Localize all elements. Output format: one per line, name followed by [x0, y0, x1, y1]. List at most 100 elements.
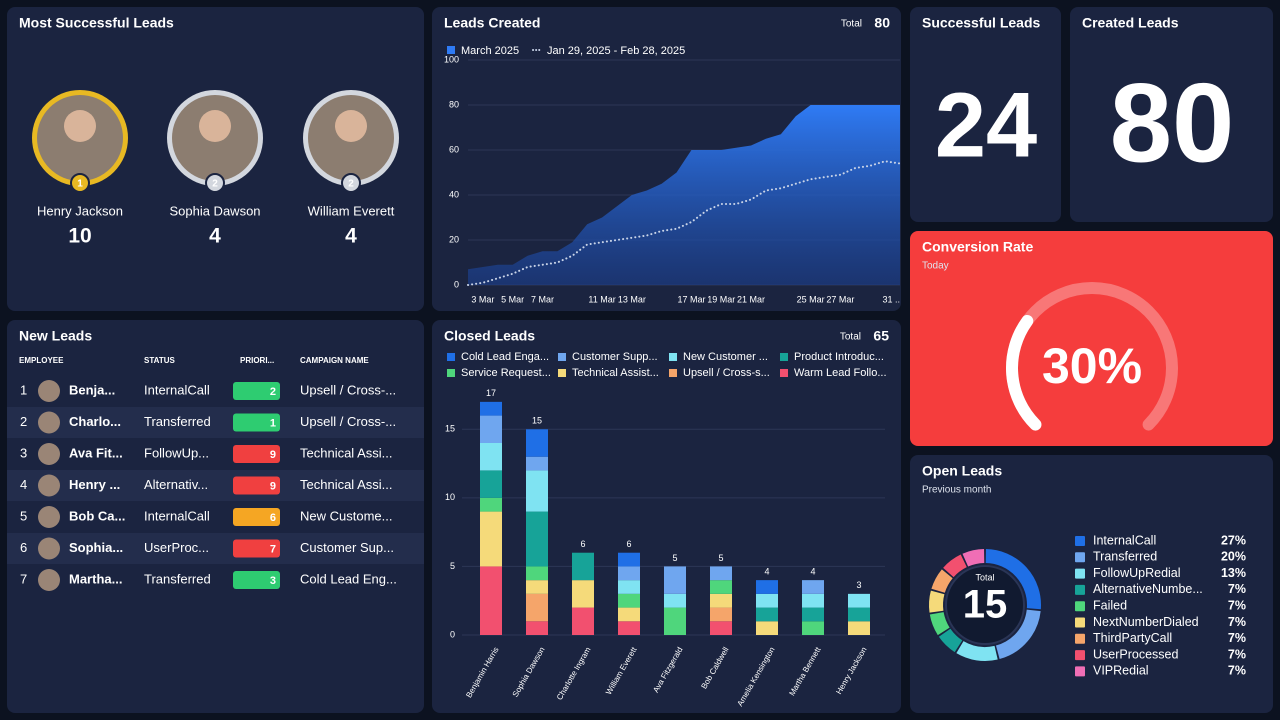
legend-swatch — [1075, 617, 1085, 628]
bar-segment — [526, 429, 548, 457]
avatar-head — [199, 110, 231, 142]
priority: 2 — [270, 386, 276, 398]
campaign-name: Upsell / Cross-... — [300, 382, 396, 397]
donut-segment — [929, 590, 945, 613]
legend-swatch — [1075, 536, 1085, 546]
legend-label: FollowUpRedial — [1093, 566, 1181, 580]
panel-title: New Leads — [19, 328, 92, 344]
bar-segment — [480, 566, 502, 635]
bar-segment — [710, 580, 732, 594]
x-tick-label: 7 Mar — [531, 294, 554, 304]
panel — [1070, 7, 1273, 222]
row-number: 6 — [20, 540, 27, 555]
column-header: CAMPAIGN NAME — [300, 356, 369, 365]
legend-label: UserProcessed — [1093, 647, 1178, 661]
legend-swatch — [780, 353, 788, 361]
legend-swatch — [1075, 601, 1085, 612]
status: FollowUp... — [144, 445, 209, 460]
legend-swatch — [1075, 568, 1085, 579]
panel-title: Closed Leads — [444, 328, 535, 344]
bar-segment — [848, 593, 870, 608]
kpi-value: 80 — [1110, 61, 1235, 186]
bar-segment — [526, 593, 548, 622]
employee-name: Ava Fit... — [69, 445, 123, 460]
avatar — [38, 411, 60, 434]
status: Transferred — [144, 571, 211, 586]
y-tick-label: 0 — [450, 629, 455, 639]
avatar — [38, 380, 60, 402]
legend-value: 27% — [1221, 533, 1246, 547]
y-tick-label: 0 — [454, 279, 459, 289]
row-stripe — [7, 407, 424, 438]
donut-segment — [943, 554, 968, 578]
legend-swatch — [447, 369, 455, 377]
person-count: 10 — [68, 225, 91, 248]
line — [467, 160, 901, 286]
donut-total: 15 — [963, 583, 1008, 627]
rank-badge — [70, 173, 90, 193]
y-tick-label: 80 — [449, 99, 459, 109]
status: Alternativ... — [144, 477, 208, 492]
employee-name: Charlo... — [69, 414, 121, 429]
area — [468, 105, 900, 285]
legend-label: VIPRedial — [1093, 664, 1149, 678]
person-name: William Everett — [308, 203, 395, 218]
person-name: Henry Jackson — [37, 203, 123, 218]
bar-segment — [848, 607, 870, 622]
x-tick-label: 27 Mar — [826, 294, 854, 304]
total-label: Total — [841, 19, 862, 30]
bar-segment — [756, 621, 778, 635]
bar-segment — [480, 470, 502, 498]
bar-segment — [572, 552, 594, 581]
x-tick-label: 25 Mar — [797, 294, 825, 304]
bar-segment — [802, 580, 824, 594]
bar-total: 17 — [486, 388, 496, 398]
legend-swatch — [447, 46, 455, 54]
priority-badge — [233, 382, 280, 400]
row-number: 4 — [20, 477, 27, 492]
row-number: 1 — [20, 382, 27, 397]
bar-segment — [480, 401, 502, 416]
donut-segment — [985, 549, 1041, 610]
panel-title: Leads Created — [444, 15, 540, 31]
donut-inner — [945, 565, 1025, 645]
campaign-name: New Custome... — [300, 508, 392, 523]
legend-label: Upsell / Cross-s... — [683, 367, 770, 379]
priority-badge — [233, 476, 280, 495]
priority: 7 — [270, 543, 276, 555]
panel — [910, 231, 1273, 446]
bar-total: 5 — [672, 553, 677, 563]
avatar — [38, 506, 60, 528]
x-tick-label: 3 Mar — [471, 294, 494, 304]
panel-title: Open Leads — [922, 463, 1002, 479]
legend-swatch — [669, 369, 677, 377]
bar-total: 15 — [532, 416, 542, 426]
legend-value: 7% — [1228, 615, 1246, 629]
bar-segment — [618, 621, 640, 635]
donut-segment — [995, 609, 1041, 660]
panel — [910, 7, 1061, 222]
avatar — [38, 443, 60, 465]
legend-label: ThirdPartyCall — [1093, 631, 1172, 645]
bar-segment — [526, 470, 548, 512]
panel — [432, 320, 901, 713]
employee-name: Bob Ca... — [69, 508, 125, 523]
donut-segment — [938, 628, 963, 653]
priority-badge — [233, 445, 280, 463]
priority-badge — [233, 413, 280, 432]
avatar — [38, 537, 60, 560]
legend-label: New Customer ... — [683, 351, 768, 363]
priority: 3 — [270, 575, 276, 587]
priority: 6 — [270, 512, 276, 524]
kpi-value: 24 — [935, 74, 1037, 176]
bar-segment — [480, 415, 502, 443]
x-tick-label: 31 .. — [882, 294, 900, 304]
column-header: PRIORI... — [240, 356, 274, 365]
y-tick-label: 60 — [449, 144, 459, 154]
rank: 2 — [212, 179, 218, 190]
priority-badge — [233, 508, 280, 526]
rank: 1 — [77, 179, 83, 190]
bar-segment — [526, 566, 548, 581]
bar-total: 4 — [764, 567, 769, 577]
